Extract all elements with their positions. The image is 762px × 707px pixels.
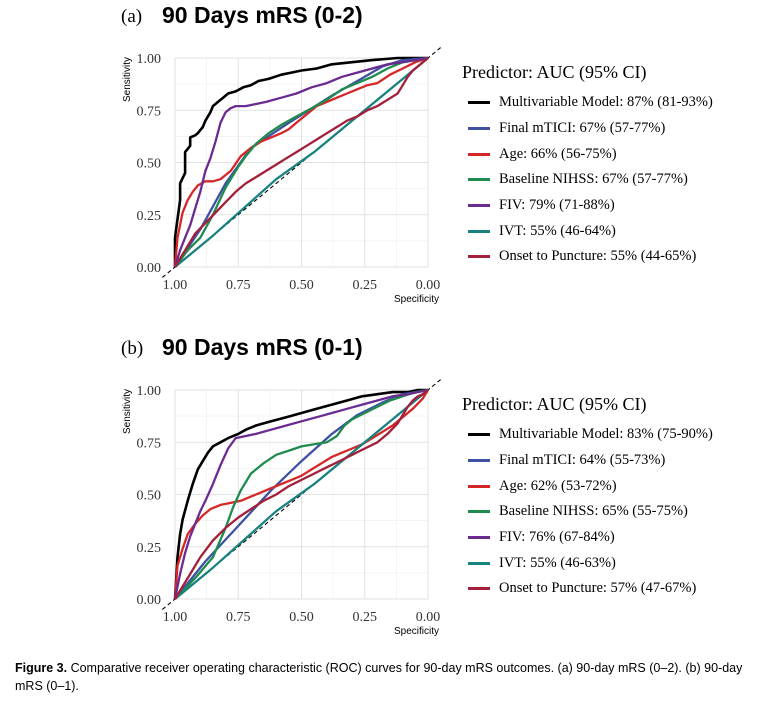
y-tick-label: 1.00 xyxy=(137,384,162,399)
legend-item: Age: 62% (53-72%) xyxy=(462,473,713,499)
legend-b: Predictor: AUC (95% CI) Multivariable Mo… xyxy=(462,394,713,602)
x-tick-label: 0.50 xyxy=(289,278,314,293)
x-tick-label: 0.25 xyxy=(353,278,378,293)
legend-swatch xyxy=(468,178,490,182)
legend-item: IVT: 55% (46-63%) xyxy=(462,550,713,576)
legend-title: Predictor: AUC (95% CI) xyxy=(462,394,647,414)
roc-plot-a: 0.00 0.25 0.50 0.75 1.00 1.00 0.75 0.50 0.25 0.00… xyxy=(122,47,442,305)
figure-caption: Figure 3. Comparative receiver operating… xyxy=(15,659,755,695)
legend-swatch xyxy=(468,561,490,565)
x-tick-label: 1.00 xyxy=(163,610,188,625)
legend-item: Onset to Puncture: 55% (44-65%) xyxy=(462,244,713,270)
panel-a: (a) 90 Days mRS (0-2) 0.00 0.25 0.50 0.75 1.… xyxy=(0,0,762,330)
roc-curve xyxy=(173,56,429,268)
legend-label: Onset to Puncture: 55% (44-65%) xyxy=(499,248,697,265)
legend-label: Final mTICI: 64% (55-73%) xyxy=(499,452,666,469)
legend-swatch xyxy=(468,510,490,514)
x-axis-title: Specificity xyxy=(394,626,439,637)
roc-curve xyxy=(173,388,429,600)
x-tick-label: 0.25 xyxy=(353,610,378,625)
legend-item: Age: 66% (56-75%) xyxy=(462,141,713,167)
x-tick-label: 0.75 xyxy=(226,610,251,625)
legend-swatch xyxy=(468,459,490,463)
legend-a: Predictor: AUC (95% CI) Multivariable Mo… xyxy=(462,62,713,270)
roc-curve xyxy=(174,388,429,600)
legend-label: Multivariable Model: 87% (81-93%) xyxy=(499,94,713,111)
legend-label: Baseline NIHSS: 67% (57-77%) xyxy=(499,171,688,188)
y-tick-label: 0.75 xyxy=(137,436,162,451)
legend-item: Multivariable Model: 87% (81-93%) xyxy=(462,90,713,116)
y-tick-label: 1.00 xyxy=(137,52,162,67)
y-axis-title: Sensitivity xyxy=(122,57,133,102)
x-tick-label: 0.00 xyxy=(416,610,441,625)
legend-item: Multivariable Model: 83% (75-90%) xyxy=(462,422,713,448)
legend-label: IVT: 55% (46-63%) xyxy=(499,554,616,571)
legend-label: Multivariable Model: 83% (75-90%) xyxy=(499,426,713,443)
legend-item: IVT: 55% (46-64%) xyxy=(462,218,713,244)
legend-swatch xyxy=(468,101,490,105)
legend-swatch xyxy=(468,127,490,131)
x-tick-label: 0.00 xyxy=(416,278,441,293)
roc-curve xyxy=(174,57,429,268)
legend-item: FIV: 79% (71-88%) xyxy=(462,193,713,219)
y-tick-label: 0.50 xyxy=(137,157,162,172)
legend-item: Baseline NIHSS: 65% (55-75%) xyxy=(462,499,713,525)
legend-label: FIV: 76% (67-84%) xyxy=(499,529,615,546)
legend-item: Final mTICI: 64% (55-73%) xyxy=(462,448,713,474)
y-tick-label: 0.25 xyxy=(137,209,162,224)
legend-swatch xyxy=(468,152,490,156)
caption-text: Comparative receiver operating character… xyxy=(15,661,743,693)
legend-label: Age: 66% (56-75%) xyxy=(499,145,617,162)
legend-swatch xyxy=(468,255,490,259)
legend-label: Age: 62% (53-72%) xyxy=(499,477,617,494)
y-tick-label: 0.00 xyxy=(137,261,162,276)
x-tick-label: 1.00 xyxy=(163,278,188,293)
legend-title: Predictor: AUC (95% CI) xyxy=(462,62,647,82)
y-tick-label: 0.75 xyxy=(137,104,162,119)
roc-curve xyxy=(174,389,429,600)
legend-swatch xyxy=(468,204,490,208)
legend-swatch xyxy=(468,536,490,540)
legend-item: Baseline NIHSS: 67% (57-77%) xyxy=(462,167,713,193)
panel-letter: (a) xyxy=(121,6,143,27)
legend-swatch xyxy=(468,587,490,591)
roc-curve xyxy=(174,56,429,268)
legend-item: Final mTICI: 67% (57-77%) xyxy=(462,116,713,142)
legend-swatch xyxy=(468,484,490,488)
legend-item: Onset to Puncture: 57% (47-67%) xyxy=(462,576,713,602)
legend-swatch xyxy=(468,229,490,233)
roc-curve xyxy=(173,56,429,268)
legend-label: FIV: 79% (71-88%) xyxy=(499,197,615,214)
legend-swatch xyxy=(468,433,490,437)
x-axis-title: Specificity xyxy=(394,294,439,305)
panel-letter: (b) xyxy=(121,338,144,359)
x-tick-label: 0.50 xyxy=(289,610,314,625)
x-tick-label: 0.75 xyxy=(226,278,251,293)
legend-item: FIV: 76% (67-84%) xyxy=(462,525,713,551)
y-axis-title: Sensitivity xyxy=(122,389,133,434)
legend-label: Onset to Puncture: 57% (47-67%) xyxy=(499,580,697,597)
y-tick-label: 0.50 xyxy=(137,489,162,504)
roc-curve xyxy=(174,388,429,600)
roc-curve xyxy=(173,389,429,600)
roc-curve xyxy=(173,388,428,600)
caption-label: Figure 3. xyxy=(15,661,68,675)
panel-b: (b) 90 Days mRS (0-1) 0.00 0.25 0.50 0.75 1.… xyxy=(0,332,762,662)
legend-label: IVT: 55% (46-64%) xyxy=(499,222,616,239)
roc-curve xyxy=(173,56,428,267)
roc-curve xyxy=(174,389,429,600)
legend-label: Final mTICI: 67% (57-77%) xyxy=(499,120,666,137)
roc-curve xyxy=(174,57,429,268)
legend-label: Baseline NIHSS: 65% (55-75%) xyxy=(499,503,688,520)
panel-title: 90 Days mRS (0-2) xyxy=(162,2,363,28)
y-tick-label: 0.00 xyxy=(137,593,162,608)
panel-title: 90 Days mRS (0-1) xyxy=(162,334,363,360)
roc-plot-b: 0.00 0.25 0.50 0.75 1.00 1.00 0.75 0.50 0.25 0.00… xyxy=(122,379,442,637)
y-tick-label: 0.25 xyxy=(137,541,162,556)
